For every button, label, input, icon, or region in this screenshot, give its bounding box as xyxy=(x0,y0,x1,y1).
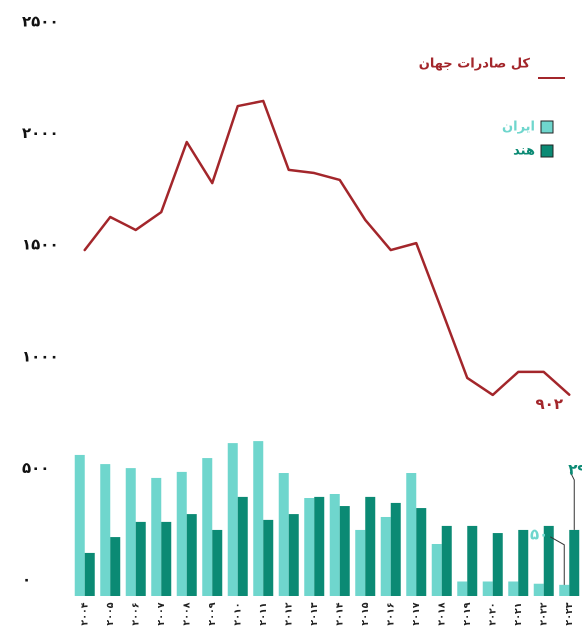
bar xyxy=(74,454,85,596)
bar xyxy=(304,498,315,596)
bar xyxy=(84,552,95,596)
bar xyxy=(263,519,274,596)
x-tick-label: ۲۰۱۳ xyxy=(309,602,320,625)
legend-swatch xyxy=(540,120,554,134)
y-tick-label: ۰ xyxy=(22,571,31,589)
x-tick-label: ۲۰۱۵ xyxy=(360,602,371,625)
bar xyxy=(457,581,468,596)
bar xyxy=(135,521,146,596)
bar xyxy=(380,516,391,596)
bar xyxy=(543,525,554,596)
bar xyxy=(416,508,427,596)
bar xyxy=(390,502,401,596)
x-tick-label: ۲۰۰۴ xyxy=(79,602,90,625)
bar xyxy=(365,496,376,596)
y-tick-label: ۱۰۰۰ xyxy=(22,347,59,365)
x-tick-label: ۲۰۲۱ xyxy=(513,602,524,625)
x-tick-label: ۲۰۱۱ xyxy=(258,602,269,625)
bar xyxy=(202,458,213,596)
bar xyxy=(288,514,299,596)
bar xyxy=(569,529,580,596)
value-label: ۹۰۲ xyxy=(536,395,563,413)
x-tick-label: ۲۰۰۶ xyxy=(130,602,141,625)
legend-label: هند xyxy=(513,144,535,159)
bar xyxy=(492,533,503,596)
bar xyxy=(237,496,248,596)
bar xyxy=(253,441,264,596)
bar xyxy=(339,506,350,596)
bar xyxy=(314,496,325,596)
bar xyxy=(518,529,529,596)
legend-swatch xyxy=(540,144,554,158)
bar xyxy=(559,584,570,596)
x-tick-label: ۲۰۲۰ xyxy=(487,602,498,625)
bar xyxy=(533,583,544,596)
bar xyxy=(329,493,340,596)
x-tick-label: ۲۰۰۸ xyxy=(181,602,192,625)
x-tick-label: ۲۰۱۹ xyxy=(462,602,473,625)
bar xyxy=(161,521,172,596)
bar xyxy=(508,581,519,596)
x-tick-label: ۲۰۱۰ xyxy=(232,602,243,625)
bar xyxy=(110,537,121,596)
bar xyxy=(151,477,162,596)
line xyxy=(83,99,571,397)
bar xyxy=(482,581,493,596)
y-tick-label: ۱۵۰۰ xyxy=(22,236,59,254)
y-tick-label: ۲۵۰۰ xyxy=(22,13,59,31)
x-tick-label: ۲۰۱۸ xyxy=(436,602,447,625)
value-label: ۵۰ xyxy=(530,525,548,543)
bar xyxy=(278,473,289,596)
x-tick-label: ۲۰۱۶ xyxy=(385,602,396,625)
legend-label: ایران xyxy=(502,120,535,135)
bar xyxy=(406,473,417,596)
bar xyxy=(125,468,136,596)
bar xyxy=(176,471,187,596)
leader-line xyxy=(569,471,575,530)
x-tick-label: ۲۰۰۷ xyxy=(156,602,167,625)
x-tick-label: ۲۰۰۵ xyxy=(105,602,116,625)
y-tick-label: ۲۰۰۰ xyxy=(22,124,59,142)
leader-line xyxy=(550,536,565,585)
bar xyxy=(355,529,366,596)
x-tick-label: ۲۰۲۲ xyxy=(538,602,549,625)
x-tick-label: ۲۰۲۳ xyxy=(564,602,575,625)
x-tick-label: ۲۰۰۹ xyxy=(207,602,218,625)
bar xyxy=(467,525,478,596)
bar xyxy=(227,443,238,596)
bar xyxy=(186,514,197,596)
bar xyxy=(100,464,111,596)
legend-label: کل صادرات جهان xyxy=(419,57,531,72)
bar xyxy=(212,529,223,596)
x-tick-label: ۲۰۱۲ xyxy=(283,602,294,625)
bar xyxy=(431,543,442,596)
bar xyxy=(441,525,452,596)
x-tick-label: ۲۰۱۴ xyxy=(334,602,345,625)
y-tick-label: ۵۰۰ xyxy=(22,459,49,477)
x-tick-label: ۲۰۱۷ xyxy=(411,602,422,625)
value-label: ۲۹۶ xyxy=(568,460,582,478)
